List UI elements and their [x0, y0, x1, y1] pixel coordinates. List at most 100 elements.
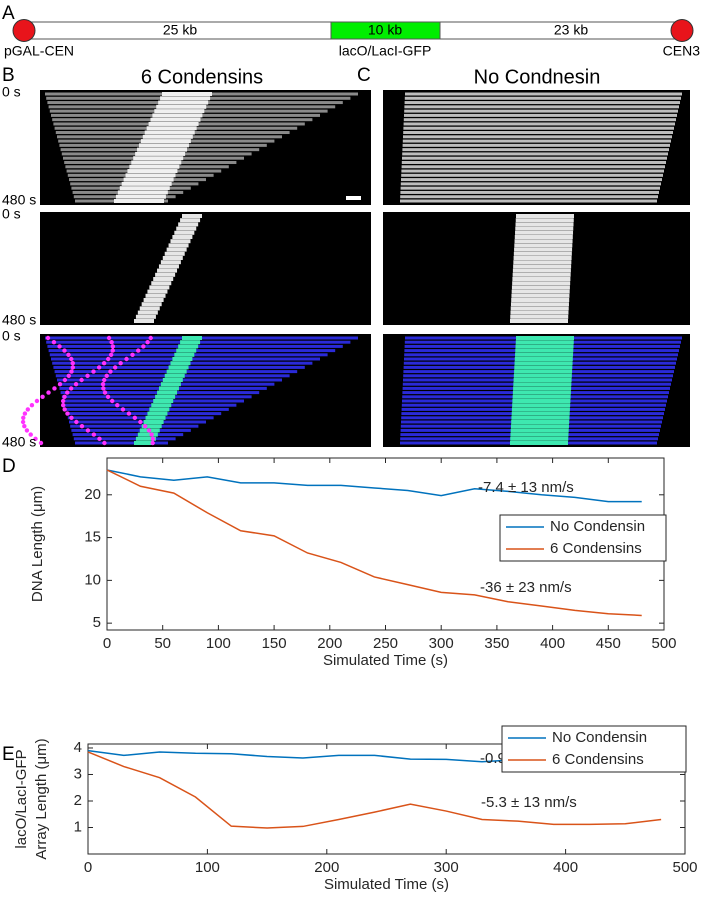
kymo-stripe: [168, 365, 189, 370]
time-label: 0 s: [2, 84, 21, 100]
x-tick-label: 150: [262, 635, 287, 652]
kymo-dot: [105, 394, 111, 399]
kymo-stripe: [153, 277, 174, 281]
kymo-stripe: [513, 382, 572, 387]
kymo-stripe: [182, 214, 202, 218]
kymo-stripe: [172, 357, 193, 361]
kymo-stripe: [514, 357, 573, 361]
kymo-stripe: [64, 403, 237, 407]
kymo-stripe: [143, 298, 164, 302]
kymo-stripe: [511, 298, 570, 302]
kymo-dot: [22, 411, 28, 416]
kymo-stripe: [514, 369, 573, 374]
kymo-stripe: [150, 117, 201, 122]
x-tick-label: 300: [429, 635, 454, 652]
kymo-stripe: [401, 169, 664, 173]
kymo-stripe: [162, 378, 183, 382]
kymo-stripe: [513, 386, 572, 391]
legend-label: 6 Condensins: [550, 540, 642, 557]
kymo-stripe: [155, 272, 176, 277]
kymo-stripe: [514, 247, 573, 252]
kymo-dot: [57, 344, 62, 349]
kymo-stripe: [154, 109, 205, 114]
kymo-panel: [40, 334, 371, 447]
kymo-stripe: [402, 148, 669, 152]
kymo-dot: [110, 348, 115, 353]
kymo-stripe: [141, 424, 162, 429]
scale-bar: [346, 196, 361, 200]
kymo-stripe: [162, 92, 212, 96]
kymo-stripe: [400, 199, 657, 203]
channel-label: Condensin: [271, 420, 367, 442]
kymo-stripe: [510, 432, 569, 437]
kymo-stripe: [515, 352, 574, 357]
x-tick-label: 350: [484, 635, 509, 652]
kymo-stripe: [178, 222, 199, 227]
kymo-stripe: [157, 390, 178, 395]
x-tick-label: 200: [317, 635, 342, 652]
kymo-stripe: [401, 160, 666, 164]
annotation: -36 ± 23 nm/s: [480, 579, 572, 596]
y-axis-label: lacO/LacI-GFP: [13, 749, 30, 848]
kymo-stripe: [512, 403, 571, 408]
locus-label: pGAL-CEN: [4, 43, 74, 59]
kymo-stripe: [513, 378, 572, 382]
kymo-dot: [62, 348, 67, 353]
kymo-dot: [46, 390, 51, 395]
kymo-stripe: [162, 256, 183, 260]
kymo-dot: [108, 369, 113, 374]
kymo-stripe: [160, 382, 181, 387]
kymo-stripe: [137, 310, 158, 315]
kymo-dot: [62, 407, 67, 412]
x-tick-label: 0: [84, 859, 92, 876]
kymo-title: 6 Condensins: [141, 66, 263, 88]
kymo-stripe: [516, 214, 574, 218]
series-line: [106, 469, 642, 503]
time-label: 480 s: [2, 312, 36, 328]
kymo-stripe: [127, 169, 178, 174]
kymo-stripe: [401, 178, 662, 182]
kymo-stripe: [510, 436, 569, 441]
kymo-stripe: [514, 235, 573, 239]
kymo-stripe: [404, 105, 679, 109]
kymo-dot: [68, 386, 74, 391]
kymo-stripe: [148, 121, 199, 126]
kymo-dot: [51, 340, 57, 345]
kymo-stripe: [135, 314, 156, 319]
kymo-stripe: [170, 361, 191, 366]
locus-label: CEN3: [663, 43, 701, 59]
series-line: [87, 751, 662, 829]
kymo-dot: [24, 428, 30, 433]
kymo-dot: [120, 407, 126, 412]
kymo-stripe: [180, 340, 201, 345]
x-tick-label: 200: [314, 859, 339, 876]
kymo-stripe: [402, 152, 668, 156]
kymo-stripe: [515, 218, 574, 223]
kymo-stripe: [143, 420, 164, 424]
kymo-dot: [106, 335, 112, 341]
kymo-stripe: [400, 182, 661, 186]
kymo-dot: [69, 356, 74, 362]
kymo-stripe: [174, 230, 195, 235]
panel-label: C: [357, 65, 371, 86]
kymo-dot: [91, 369, 96, 374]
kymo-dot: [100, 382, 106, 387]
kymo-stripe: [160, 96, 211, 101]
y-tick-label: 1: [74, 818, 82, 835]
x-tick-label: 50: [154, 635, 171, 652]
kymo-dot: [110, 344, 116, 349]
kymo-stripe: [400, 186, 660, 190]
kymo-stripe: [512, 390, 571, 395]
kymo-stripe: [515, 340, 574, 345]
axes-box: [87, 743, 686, 855]
kymo-stripe: [151, 281, 172, 286]
kymo-stripe: [70, 424, 199, 428]
kymo-dot: [28, 432, 33, 437]
kymo-stripe: [514, 239, 573, 244]
kymo-stripe: [511, 420, 570, 424]
kymo-stripe: [176, 226, 197, 231]
kymo-stripe: [512, 268, 571, 273]
kymo-dot: [66, 352, 71, 357]
kymo-stripe: [129, 164, 180, 169]
kymo-stripe: [160, 260, 181, 265]
